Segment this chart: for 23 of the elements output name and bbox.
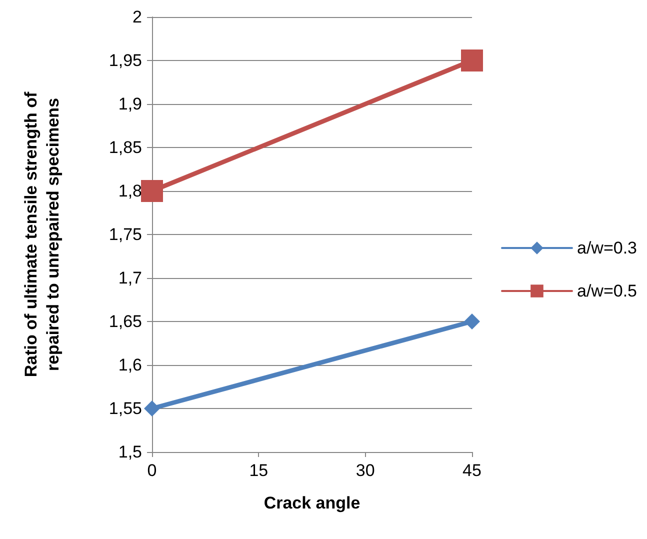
point	[464, 314, 480, 330]
y-tick-label: 1,75	[108, 225, 142, 244]
legend-label: a/w=0.3	[576, 238, 637, 258]
x-tick-label: 15	[249, 461, 268, 480]
y-tick-label: 1,55	[108, 399, 142, 418]
x-tick-label: 45	[462, 461, 482, 480]
y-axis-title: Ratio of ultimate tensile strength of repaired to unrepaired specimens	[22, 92, 62, 378]
y-tick-label: 1,8	[118, 182, 142, 200]
point	[461, 50, 483, 72]
y-tick-label: 1,85	[108, 138, 142, 157]
x-tick-label: 0	[147, 461, 157, 480]
y-tick-label: 2	[132, 8, 142, 26]
y-tick-label: 1,9	[118, 94, 142, 114]
x-tick-label: 30	[356, 461, 375, 480]
y-tick-label: 1,6	[118, 356, 142, 374]
legend-label: a/w=0.5	[576, 282, 637, 300]
x-axis-title: Crack angle	[264, 494, 360, 512]
y-tick-label: 1,5	[118, 442, 142, 462]
y-tick-label: 1,65	[108, 312, 142, 331]
y-tick-label: 1,95	[108, 51, 142, 70]
y-tick-label: 1,7	[118, 268, 142, 288]
point	[141, 180, 163, 202]
point	[144, 400, 160, 416]
